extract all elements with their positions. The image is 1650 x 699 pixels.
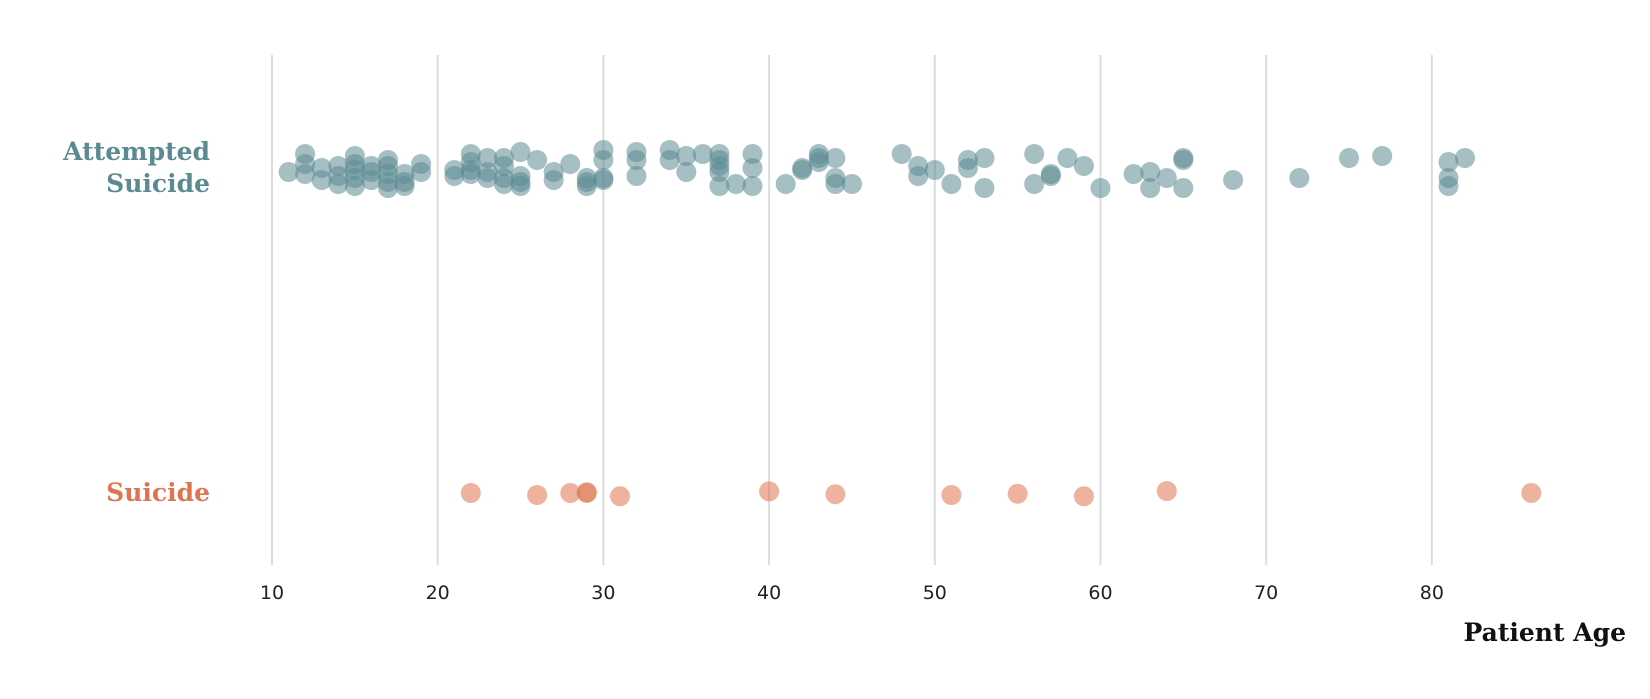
data-point-0-66	[709, 162, 730, 182]
data-point-0-84	[908, 166, 929, 186]
x-tick-label-10: 10	[260, 582, 284, 604]
x-tick-label-80: 80	[1420, 582, 1444, 604]
data-point-0-70	[742, 158, 763, 178]
data-point-0-77	[808, 152, 829, 172]
data-point-0-103	[1173, 150, 1194, 170]
data-point-1-11	[1156, 481, 1177, 501]
data-point-0-5	[311, 170, 332, 190]
data-point-1-10	[1073, 486, 1094, 507]
data-point-0-105	[1223, 170, 1244, 190]
data-point-0-100	[1140, 178, 1161, 198]
data-point-0-57	[626, 166, 647, 186]
data-point-0-3	[295, 154, 316, 174]
data-point-0-16	[361, 170, 382, 190]
data-point-0-81	[842, 174, 862, 194]
x-tick-label-60: 60	[1088, 582, 1112, 604]
data-point-0-50	[576, 176, 597, 196]
category-labels: Attempted Suicide Suicide	[62, 137, 210, 507]
x-tick-label-50: 50	[923, 582, 947, 604]
data-point-0-40	[510, 142, 531, 162]
data-point-0-85	[924, 160, 945, 180]
data-point-0-47	[560, 154, 581, 174]
data-point-0-92	[1024, 174, 1045, 194]
data-point-0-67	[709, 176, 730, 196]
data-point-0-106	[1289, 168, 1310, 188]
data-point-0-107	[1339, 148, 1359, 168]
data-point-0-96	[1073, 156, 1094, 176]
data-point-0-101	[1156, 168, 1177, 188]
data-point-0-54	[593, 168, 614, 188]
x-axis-title: Patient Age	[1464, 618, 1627, 647]
data-point-0-24	[394, 176, 415, 196]
data-point-0-0	[278, 162, 299, 182]
data-point-0-88	[957, 158, 978, 178]
category-label-1-line-0: Suicide	[106, 478, 210, 507]
data-point-1-4	[576, 482, 597, 503]
x-tick-label-30: 30	[591, 582, 615, 604]
data-point-0-26	[411, 162, 432, 182]
data-point-0-28	[444, 166, 465, 186]
data-point-0-72	[775, 174, 796, 194]
data-point-1-9	[1007, 483, 1028, 504]
gridlines	[271, 55, 1433, 565]
data-point-0-111	[1438, 176, 1459, 196]
category-label-0-line-0: Attempted	[62, 137, 210, 166]
data-point-0-35	[477, 168, 498, 188]
data-point-0-33	[477, 148, 498, 168]
data-point-0-59	[659, 150, 680, 170]
data-point-0-44	[527, 150, 548, 170]
x-tick-label-70: 70	[1254, 582, 1278, 604]
data-point-0-91	[1024, 144, 1045, 164]
data-point-0-39	[494, 174, 514, 194]
data-point-0-46	[543, 170, 564, 190]
data-point-0-95	[1057, 148, 1078, 168]
data-point-0-68	[726, 174, 746, 194]
data-point-0-109	[1438, 152, 1459, 172]
data-point-0-112	[1455, 148, 1475, 168]
data-point-0-43	[510, 176, 531, 196]
data-point-1-6	[759, 481, 780, 502]
category-label-0-line-1: Suicide	[106, 169, 210, 198]
data-point-0-97	[1090, 178, 1111, 198]
data-point-0-62	[692, 144, 713, 164]
data-point-0-99	[1140, 162, 1161, 182]
data-point-0-89	[974, 148, 995, 168]
data-point-0-78	[825, 148, 846, 168]
data-point-0-104	[1173, 178, 1194, 198]
data-point-0-82	[891, 144, 912, 164]
data-point-0-21	[378, 178, 398, 198]
data-point-0-71	[742, 176, 763, 196]
data-point-0-61	[676, 162, 697, 182]
data-point-0-108	[1372, 146, 1393, 166]
data-point-1-7	[825, 484, 846, 505]
data-point-0-86	[941, 174, 962, 194]
x-tick-labels: 10 20 30 40 50 60 70 80	[260, 582, 1444, 604]
data-point-0-94	[1040, 164, 1061, 184]
data-point-1-0	[460, 483, 481, 503]
x-tick-label-40: 40	[757, 582, 781, 604]
data-point-0-90	[974, 178, 995, 198]
data-point-0-60	[676, 146, 697, 166]
data-point-1-12	[1521, 483, 1542, 503]
data-point-0-8	[328, 174, 349, 194]
data-point-1-2	[560, 483, 581, 503]
data-point-0-13	[344, 176, 365, 196]
data-point-0-80	[825, 174, 846, 194]
data-point-1-1	[527, 485, 548, 505]
data-point-0-32	[460, 164, 481, 184]
data-point-0-69	[742, 144, 763, 164]
data-point-0-56	[626, 150, 647, 170]
data-point-1-8	[941, 485, 962, 505]
data-point-0-98	[1123, 164, 1144, 184]
data-point-0-74	[792, 160, 813, 180]
data-point-1-5	[610, 486, 630, 507]
x-tick-label-20: 20	[426, 582, 450, 604]
data-points	[278, 140, 1542, 507]
data-point-0-52	[593, 150, 614, 170]
